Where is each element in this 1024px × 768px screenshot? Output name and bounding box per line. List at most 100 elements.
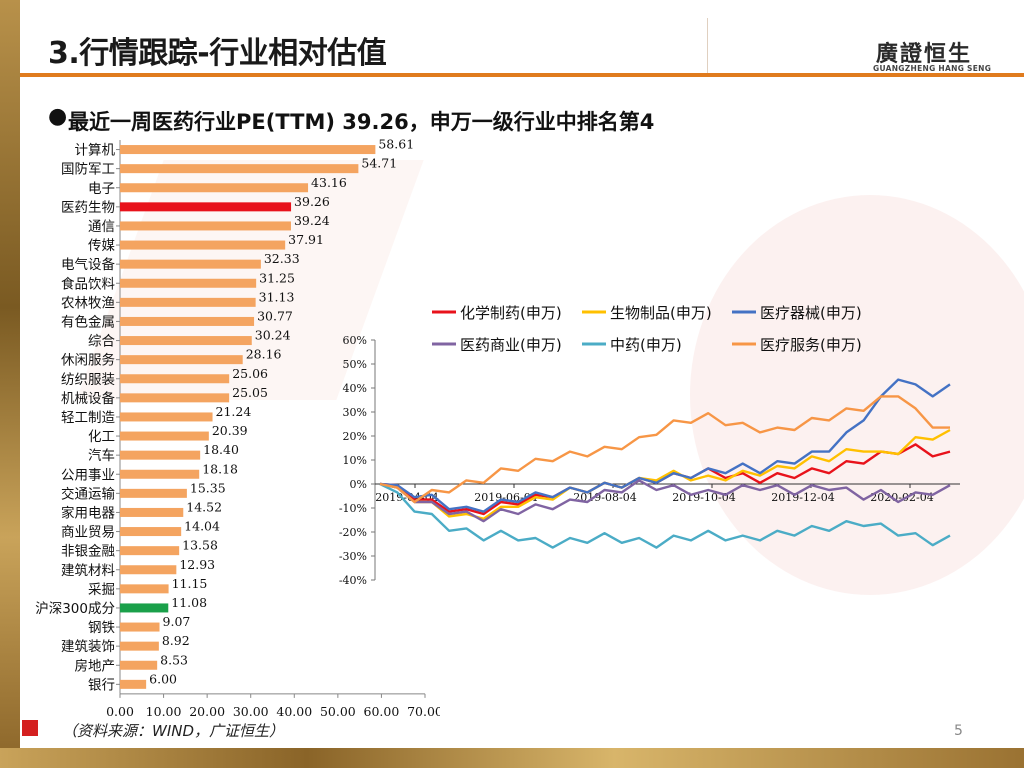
bottom-decor-bar: [0, 748, 1024, 768]
y-tick-label: -30%: [339, 550, 367, 563]
data-label: 28.16: [246, 347, 282, 362]
category-label: 农林牧渔: [61, 295, 115, 311]
series-line-4: [379, 482, 951, 549]
bar-6: [120, 259, 261, 269]
legend-label: 中药(申万): [610, 336, 682, 354]
data-label: 43.16: [311, 175, 347, 190]
data-label: 31.25: [259, 270, 295, 285]
data-label: 18.40: [203, 442, 239, 457]
category-label: 交通运输: [61, 485, 115, 502]
data-label: 30.77: [257, 308, 293, 323]
bar-12: [120, 374, 230, 384]
x-tick-label: 10.00: [146, 704, 182, 719]
data-label: 39.26: [294, 194, 330, 209]
y-tick-label: -20%: [339, 526, 367, 539]
category-label: 电子: [88, 181, 115, 197]
y-tick-label: 50%: [343, 358, 367, 371]
bar-16: [120, 450, 201, 460]
category-label: 休闲服务: [61, 353, 115, 369]
y-tick-label: 60%: [343, 334, 367, 347]
data-label: 21.24: [216, 404, 252, 419]
data-label: 13.58: [182, 538, 218, 553]
bar-28: [120, 679, 147, 689]
bar-2: [120, 183, 309, 193]
data-label: 15.35: [190, 480, 226, 495]
data-label: 6.00: [149, 671, 177, 686]
logo-subtext: GUANGZHENG HANG SENG: [873, 64, 992, 73]
series-line-2: [379, 378, 951, 513]
watermark-seal: [690, 195, 1024, 595]
category-label: 国防军工: [61, 162, 115, 178]
x-tick-label: 0.00: [106, 704, 134, 719]
category-label: 公用事业: [61, 467, 115, 483]
y-tick-label: -40%: [339, 574, 367, 587]
bar-23: [120, 584, 169, 594]
bar-3: [120, 202, 292, 212]
data-label: 54.71: [361, 156, 397, 171]
category-label: 机械设备: [61, 390, 115, 407]
bar-22: [120, 565, 177, 575]
category-label: 钢铁: [88, 620, 115, 636]
category-label: 电气设备: [61, 256, 115, 273]
data-label: 20.39: [212, 423, 248, 438]
data-label: 14.04: [184, 519, 220, 534]
category-label: 有色金属: [61, 313, 115, 330]
series-line-1: [379, 428, 951, 521]
bar-19: [120, 507, 184, 517]
bullet-dot-icon: ●: [48, 104, 68, 129]
data-label: 9.07: [163, 614, 191, 629]
category-label: 建筑材料: [61, 563, 115, 579]
bar-9: [120, 316, 255, 326]
x-tick-label: 60.00: [364, 704, 400, 719]
category-label: 家用电器: [61, 504, 115, 521]
x-tick-label: 70.00: [407, 704, 440, 719]
data-label: 37.91: [288, 232, 324, 247]
bar-24: [120, 603, 169, 613]
x-tick-label: 50.00: [320, 704, 356, 719]
bar-15: [120, 431, 209, 441]
category-label: 建筑装饰: [61, 639, 115, 655]
category-label: 传媒: [88, 238, 115, 254]
data-label: 30.24: [255, 328, 291, 343]
footer-marker: [22, 720, 38, 736]
bar-13: [120, 393, 230, 403]
bar-4: [120, 221, 291, 231]
data-label: 18.18: [202, 461, 238, 476]
bar-0: [120, 145, 376, 155]
x-tick-label: 30.00: [233, 704, 269, 719]
y-tick-label: 30%: [343, 406, 367, 419]
legend-label: 医药商业(申万): [460, 336, 562, 354]
category-label: 银行: [88, 677, 115, 693]
bar-26: [120, 641, 159, 651]
category-label: 采掘: [88, 582, 115, 598]
x-tick-label: 2019-10-04: [672, 491, 735, 504]
bar-20: [120, 527, 182, 537]
legend-label: 医疗服务(申万): [760, 336, 862, 354]
x-tick-label: 20.00: [189, 704, 225, 719]
data-label: 31.13: [259, 289, 295, 304]
category-label: 食品饮料: [61, 275, 115, 292]
bar-7: [120, 278, 257, 288]
data-label: 8.92: [162, 633, 190, 648]
chart-subtitle: 最近一周医药行业PE(TTM) 39.26，申万一级行业中排名第4: [68, 110, 655, 134]
category-label: 综合: [88, 334, 115, 350]
relative-return-line-chart: 60% 50% 40% 30% 20% 10% 0% -10% -20% -30% -40% 2019…: [339, 304, 960, 587]
pe-bar-chart: 计算机 58.61 国防军工 54.71 电子 43.16 医药生物 39.26 通信 39.24…: [35, 137, 440, 719]
category-label: 非银金融: [61, 544, 115, 560]
bar-18: [120, 488, 187, 498]
data-label: 32.33: [264, 251, 300, 266]
data-label: 8.53: [160, 652, 188, 667]
legend-label: 生物制品(申万): [610, 304, 712, 322]
bar-10: [120, 336, 252, 346]
bar-8: [120, 297, 256, 307]
series-line-3: [379, 479, 951, 523]
legend-label: 医疗器械(申万): [760, 304, 862, 322]
bar-11: [120, 355, 243, 365]
bar-17: [120, 469, 200, 479]
y-tick-label: 0%: [350, 478, 367, 491]
x-tick-label: 40.00: [276, 704, 312, 719]
page-number: 5: [954, 723, 963, 739]
bar-25: [120, 622, 160, 632]
category-label: 沪深300成分: [35, 601, 115, 617]
bar-14: [120, 412, 213, 422]
